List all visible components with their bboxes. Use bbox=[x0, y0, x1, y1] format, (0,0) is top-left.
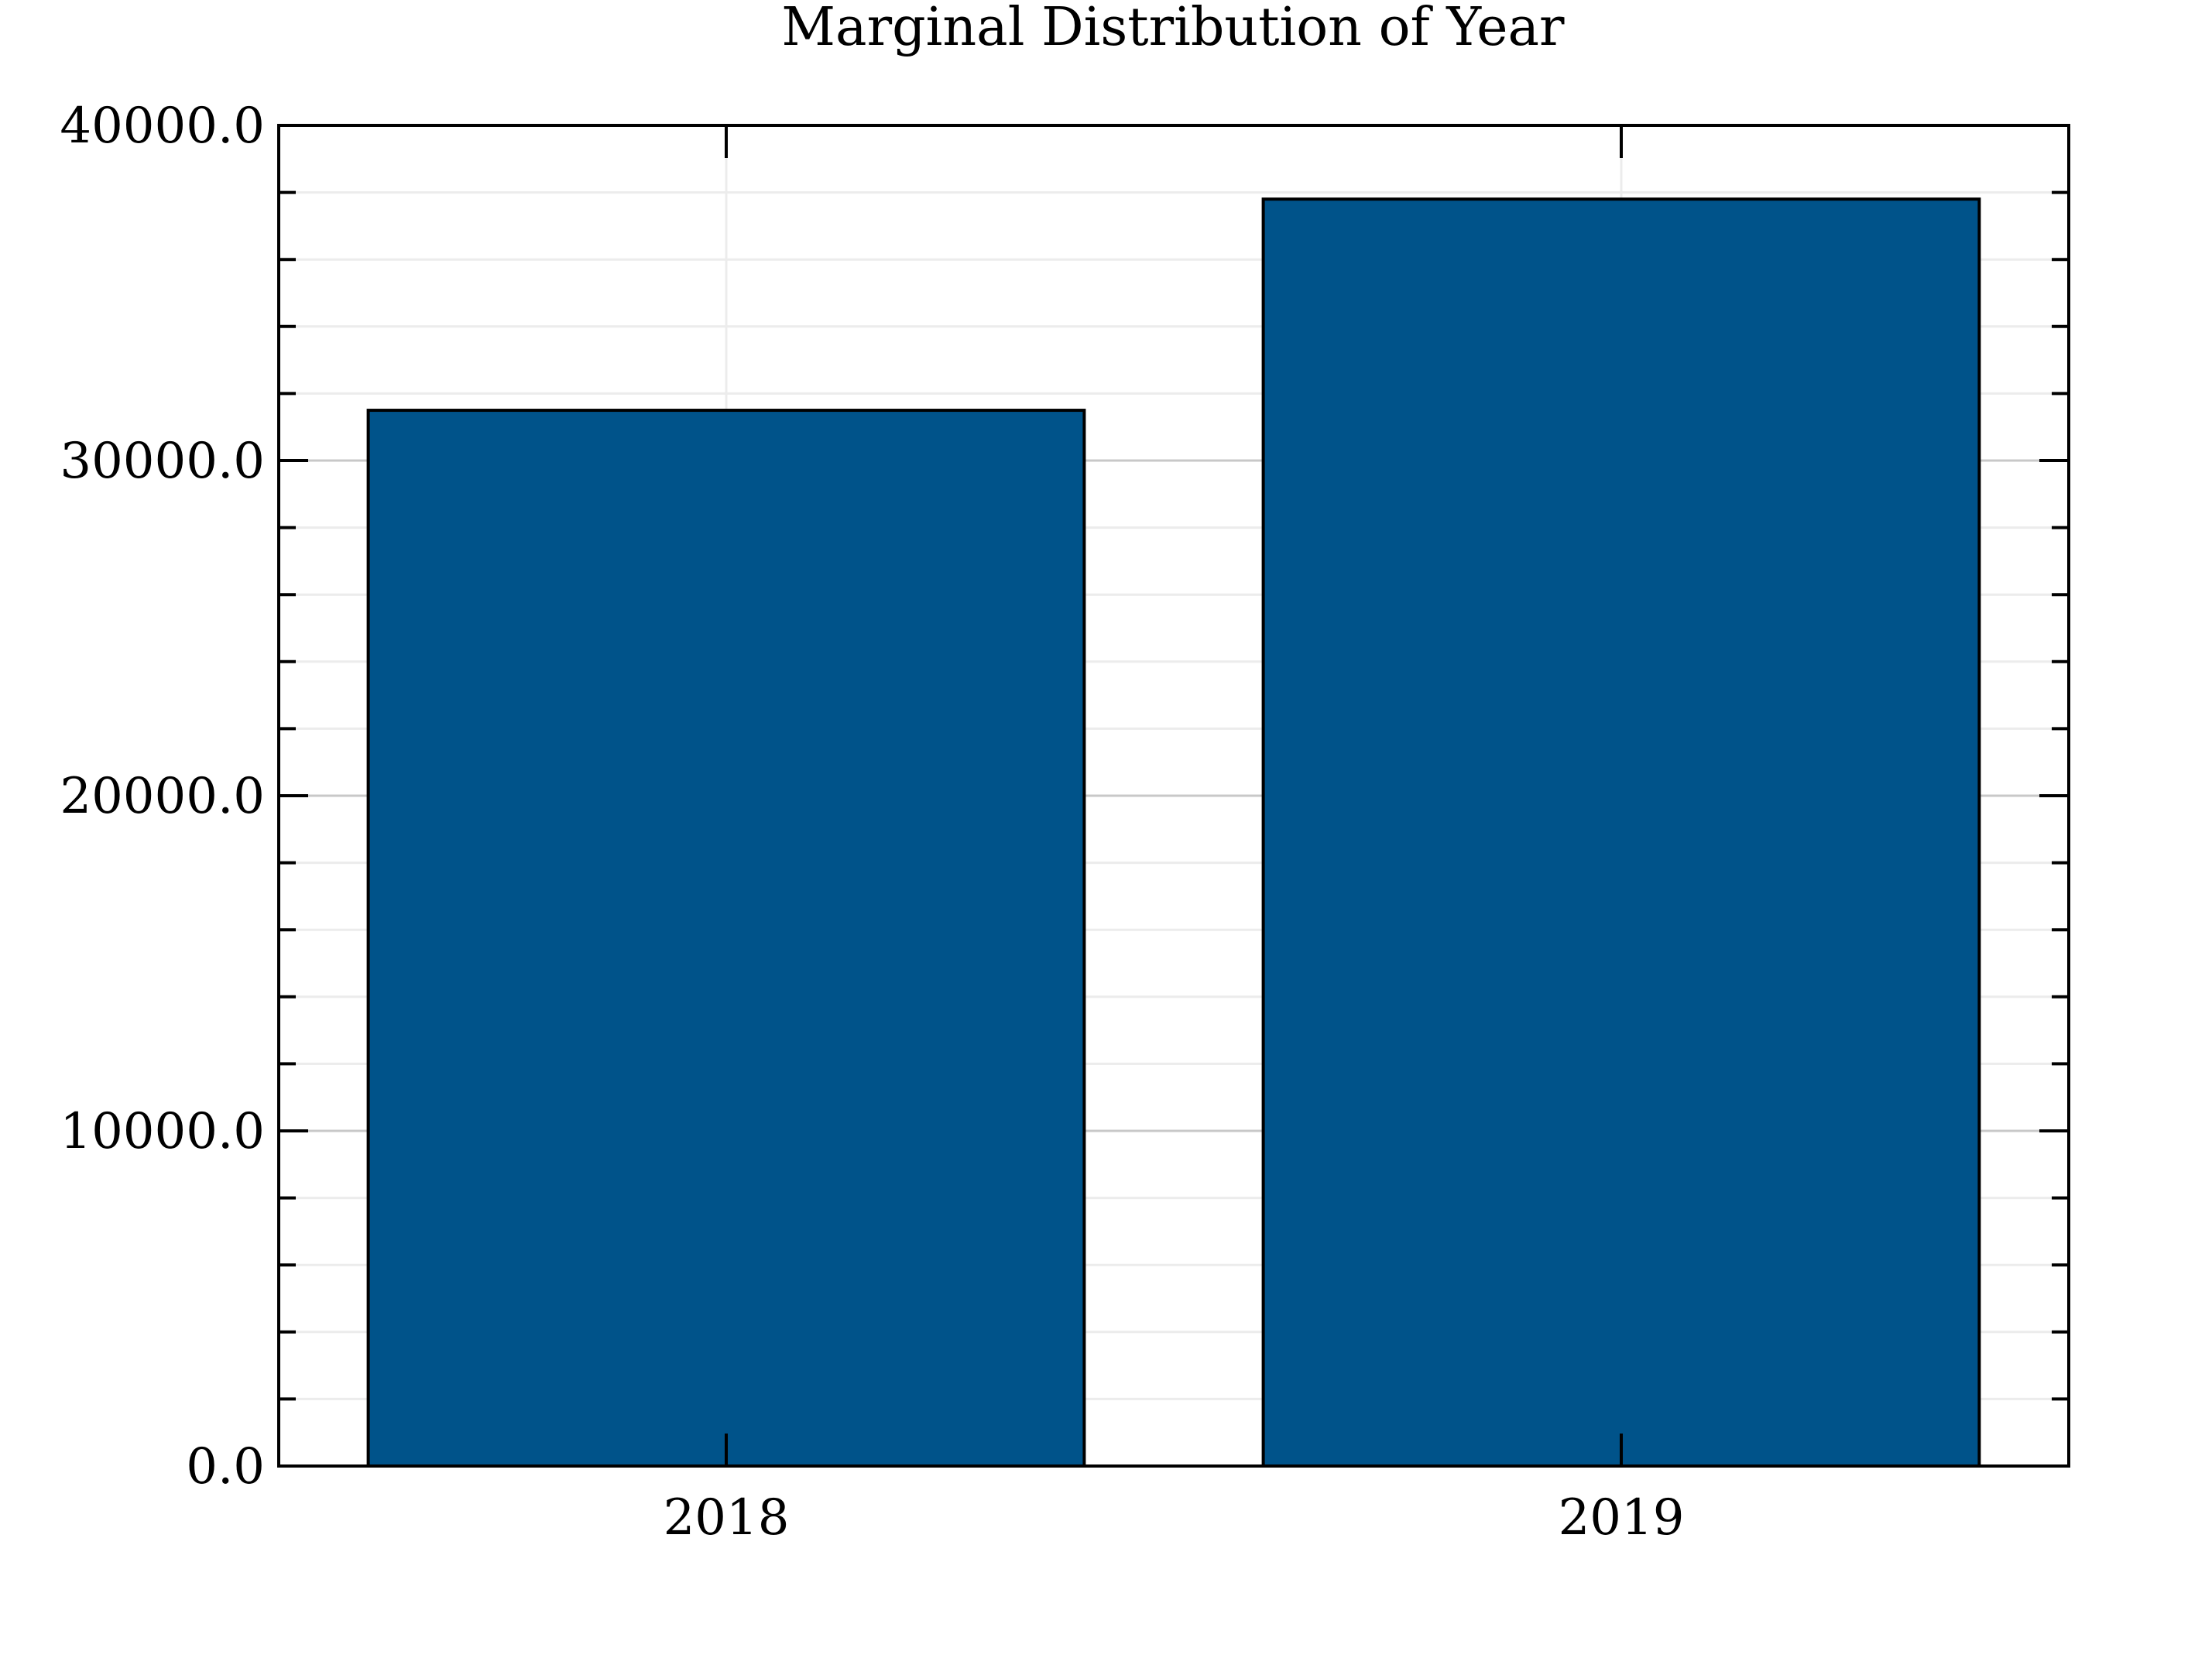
y-tick-label: 30000.0 bbox=[60, 433, 265, 490]
y-tick-label: 10000.0 bbox=[60, 1103, 265, 1160]
bar-2019 bbox=[1261, 197, 1981, 1468]
y-tick-label: 40000.0 bbox=[60, 98, 265, 155]
bars bbox=[366, 197, 1981, 1468]
y-tick-label: 20000.0 bbox=[60, 768, 265, 825]
tick-labels: 0.0 10000.0 20000.0 30000.0 40000.0 2018 2019 bbox=[60, 98, 1684, 1547]
tick-marks bbox=[279, 124, 2069, 1468]
bar-2018 bbox=[366, 409, 1086, 1468]
x-tick-label: 2019 bbox=[1559, 1489, 1685, 1547]
y-tick-label: 0.0 bbox=[186, 1438, 265, 1495]
x-tick-label: 2018 bbox=[664, 1489, 790, 1547]
chart-title: Marginal Distribution of Year bbox=[781, 0, 1565, 58]
